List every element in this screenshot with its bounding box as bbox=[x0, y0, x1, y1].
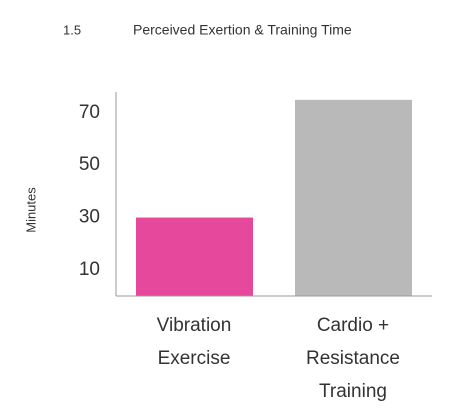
y-axis-label: Minutes bbox=[23, 187, 38, 233]
y-tick-label: 10 bbox=[79, 259, 100, 280]
x-tick-label: Vibration Exercise bbox=[156, 315, 232, 369]
bar bbox=[136, 217, 253, 296]
y-tick-label: 70 bbox=[79, 102, 100, 123]
bar bbox=[295, 99, 412, 296]
y-tick-label: 50 bbox=[79, 154, 100, 175]
x-tick-label: Cardio + Resistance Training bbox=[306, 315, 400, 402]
figure-number: 1.5 bbox=[63, 22, 81, 37]
y-tick-label: 30 bbox=[79, 207, 100, 228]
chart-title: Perceived Exertion & Training Time bbox=[133, 22, 352, 38]
